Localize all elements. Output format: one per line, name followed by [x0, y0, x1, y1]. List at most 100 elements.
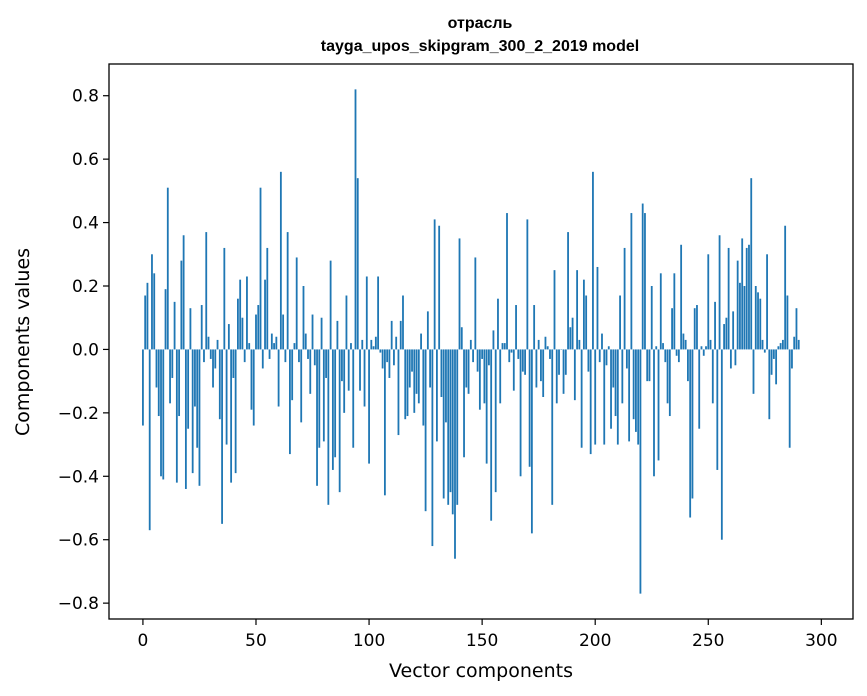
bar-10: [164, 289, 167, 350]
bar-226: [653, 349, 655, 477]
bar-180: [549, 349, 551, 359]
bar-56: [268, 349, 271, 359]
bar-161: [506, 213, 508, 350]
bar-106: [381, 349, 384, 369]
bar-30: [209, 349, 212, 359]
bar-133: [442, 349, 445, 499]
bar-239: [682, 333, 685, 350]
bar-187: [564, 349, 567, 375]
bar-189: [569, 327, 572, 350]
bar-206: [607, 346, 610, 350]
bar-184: [558, 349, 560, 375]
bar-113: [397, 349, 400, 436]
bar-9: [162, 349, 165, 480]
bar-26: [200, 305, 203, 350]
bar-110: [390, 320, 393, 350]
bar-204: [603, 349, 606, 445]
bar-192: [576, 270, 579, 350]
chart-title-line2: tayga_upos_skipgram_300_2_2019 model: [321, 38, 639, 55]
bar-146: [472, 349, 474, 363]
bar-243: [691, 349, 694, 499]
bar-190: [571, 317, 574, 350]
bar-288: [793, 336, 796, 350]
bar-279: [772, 349, 775, 359]
bar-62: [282, 314, 285, 350]
bar-15: [175, 349, 178, 483]
bar-264: [739, 282, 741, 350]
bar-116: [404, 349, 407, 420]
bar-174: [535, 349, 538, 388]
bar-209: [614, 349, 617, 417]
bar-75: [311, 314, 314, 350]
bar-49: [252, 349, 255, 426]
bar-29: [207, 336, 210, 350]
bar-250: [707, 254, 710, 350]
bar-90: [345, 295, 348, 350]
bar-97: [361, 339, 364, 350]
bar-63: [284, 349, 287, 363]
bar-208: [612, 349, 615, 388]
y-axis-label: Components values: [12, 248, 34, 436]
bar-251: [709, 339, 712, 350]
y-tick-label: −0.2: [58, 404, 99, 424]
bar-195: [582, 279, 585, 350]
bar-19: [184, 349, 187, 489]
bar-194: [580, 349, 583, 448]
bar-39: [230, 349, 233, 483]
x-tick-label: 150: [466, 631, 498, 651]
bar-51: [257, 305, 260, 350]
bar-200: [594, 349, 597, 445]
bar-23: [194, 349, 196, 407]
bar-156: [494, 349, 497, 493]
bar-261: [732, 311, 735, 350]
bar-153: [488, 349, 490, 366]
y-tick-label: 0.0: [72, 340, 99, 360]
bar-24: [196, 349, 199, 448]
bar-244: [693, 308, 696, 350]
bar-3: [148, 349, 151, 531]
bar-275: [763, 349, 766, 353]
bar-40: [232, 349, 235, 378]
bar-28: [205, 232, 208, 350]
bar-89: [343, 349, 346, 413]
bar-32: [214, 349, 217, 369]
bar-154: [490, 349, 493, 521]
bar-152: [485, 349, 488, 464]
bar-4: [151, 254, 153, 350]
bar-213: [623, 247, 626, 350]
bar-0: [142, 349, 144, 426]
bar-158: [499, 349, 502, 404]
x-axis-label: Vector components: [389, 660, 573, 682]
bar-182: [553, 270, 556, 350]
bar-145: [469, 339, 472, 350]
bar-96: [359, 349, 361, 391]
bar-117: [406, 349, 409, 417]
bar-138: [454, 349, 456, 559]
bar-256: [720, 349, 723, 540]
bars-group: [142, 89, 800, 594]
bar-139: [456, 349, 459, 505]
bar-277: [768, 349, 771, 420]
bar-8: [160, 349, 162, 477]
bar-13: [171, 349, 174, 378]
bar-2: [146, 282, 149, 350]
bar-53: [261, 349, 264, 369]
bar-137: [451, 349, 454, 515]
bar-101: [370, 339, 373, 350]
bar-276: [766, 254, 768, 350]
bar-285: [786, 295, 789, 350]
bar-238: [680, 244, 683, 350]
bar-272: [757, 292, 759, 350]
bar-165: [515, 305, 517, 350]
bar-16: [178, 349, 181, 417]
bar-191: [573, 349, 576, 401]
bar-216: [630, 213, 633, 350]
bar-160: [503, 343, 506, 350]
x-tick-label: 50: [245, 631, 267, 651]
bar-82: [327, 349, 330, 505]
bar-92: [350, 343, 352, 350]
bar-168: [521, 349, 524, 372]
bar-80: [322, 349, 325, 442]
y-tick-label: −0.6: [58, 531, 99, 551]
bar-141: [460, 327, 463, 350]
